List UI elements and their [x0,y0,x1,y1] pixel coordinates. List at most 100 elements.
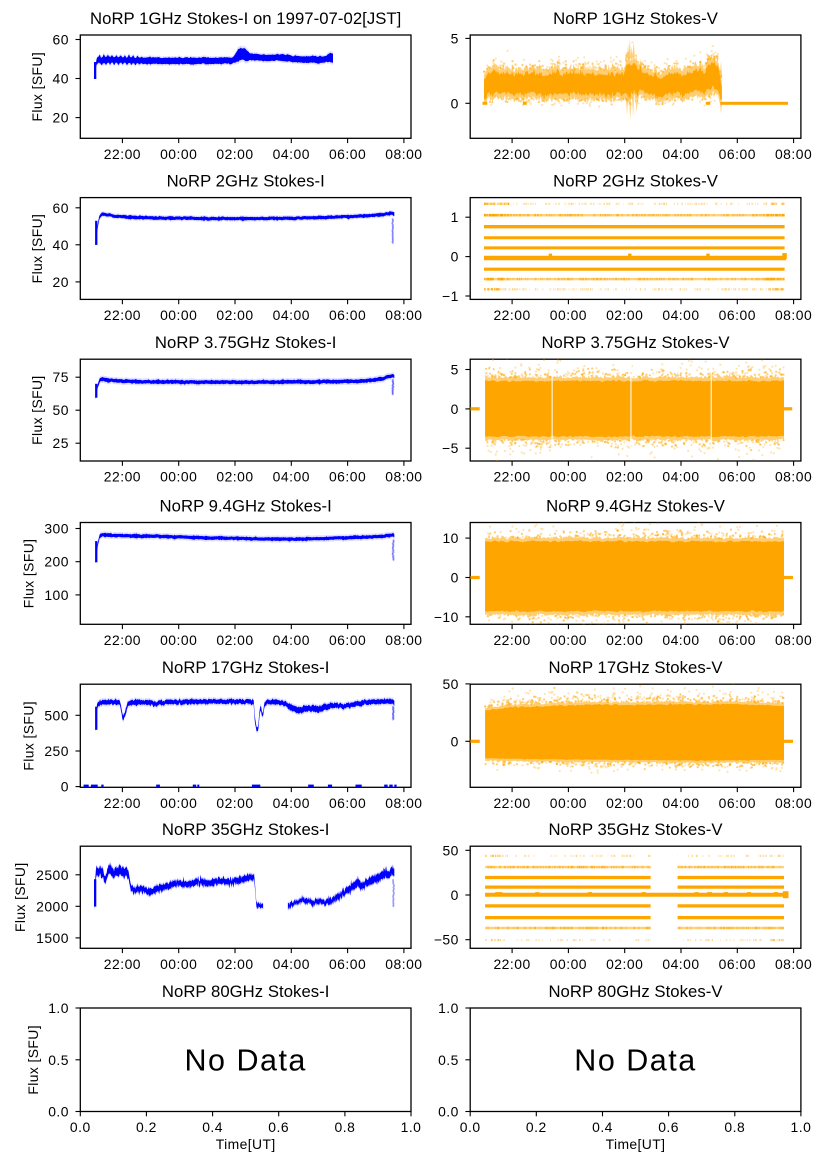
svg-text:NoRP 2GHz Stokes-I: NoRP 2GHz Stokes-I [167,171,325,190]
svg-text:04:00: 04:00 [662,307,699,323]
svg-text:0: 0 [451,249,459,265]
svg-text:08:00: 08:00 [385,469,422,485]
svg-text:00:00: 00:00 [160,956,197,972]
svg-text:06:00: 06:00 [329,146,366,162]
svg-text:1500: 1500 [36,930,69,946]
svg-text:60: 60 [53,200,69,216]
svg-text:Time[UT]: Time[UT] [216,1136,276,1152]
svg-text:02:00: 02:00 [216,146,253,162]
svg-text:Flux [SFU]: Flux [SFU] [29,52,45,122]
svg-text:5: 5 [451,30,459,46]
svg-text:04:00: 04:00 [273,795,310,811]
svg-text:00:00: 00:00 [160,632,197,648]
svg-text:40: 40 [53,71,69,87]
svg-text:Flux [SFU]: Flux [SFU] [21,539,37,609]
svg-text:0: 0 [451,733,459,749]
svg-text:2000: 2000 [36,898,69,914]
svg-text:08:00: 08:00 [385,146,422,162]
svg-text:22:00: 22:00 [493,146,530,162]
svg-text:NoRP 2GHz Stokes-V: NoRP 2GHz Stokes-V [553,171,719,190]
svg-text:06:00: 06:00 [719,307,756,323]
svg-text:Flux [SFU]: Flux [SFU] [29,214,45,284]
svg-text:0.4: 0.4 [592,1119,613,1135]
svg-text:NoRP 17GHz Stokes-V: NoRP 17GHz Stokes-V [548,658,723,677]
svg-text:1.0: 1.0 [438,1000,459,1016]
svg-text:20: 20 [53,110,69,126]
svg-text:22:00: 22:00 [104,632,141,648]
svg-text:06:00: 06:00 [329,469,366,485]
svg-text:06:00: 06:00 [329,632,366,648]
svg-text:−1: −1 [442,288,459,304]
svg-text:1: 1 [451,209,459,225]
svg-text:06:00: 06:00 [719,795,756,811]
svg-text:02:00: 02:00 [606,795,643,811]
svg-text:NoRP 80GHz Stokes-I: NoRP 80GHz Stokes-I [162,982,330,1001]
svg-text:22:00: 22:00 [493,795,530,811]
svg-text:Flux [SFU]: Flux [SFU] [21,701,37,771]
svg-text:06:00: 06:00 [719,632,756,648]
svg-text:00:00: 00:00 [160,795,197,811]
svg-text:500: 500 [44,707,69,723]
svg-text:25: 25 [53,435,69,451]
svg-text:02:00: 02:00 [606,632,643,648]
svg-text:22:00: 22:00 [493,956,530,972]
svg-text:04:00: 04:00 [662,632,699,648]
svg-text:0.4: 0.4 [202,1119,223,1135]
svg-text:04:00: 04:00 [273,307,310,323]
svg-text:04:00: 04:00 [273,469,310,485]
svg-text:00:00: 00:00 [160,469,197,485]
svg-text:00:00: 00:00 [550,632,587,648]
svg-text:04:00: 04:00 [662,795,699,811]
svg-text:250: 250 [44,743,69,759]
svg-text:0: 0 [451,401,459,417]
svg-text:NoRP 9.4GHz Stokes-V: NoRP 9.4GHz Stokes-V [546,496,726,515]
svg-text:0.5: 0.5 [48,1052,69,1068]
svg-text:Flux [SFU]: Flux [SFU] [29,375,45,445]
svg-text:75: 75 [53,369,69,385]
svg-text:06:00: 06:00 [329,956,366,972]
svg-text:Flux [SFU]: Flux [SFU] [25,1025,41,1095]
svg-text:50: 50 [442,842,458,858]
svg-text:NoRP 9.4GHz Stokes-I: NoRP 9.4GHz Stokes-I [160,496,332,515]
svg-text:50: 50 [442,676,458,692]
svg-text:Flux [SFU]: Flux [SFU] [12,862,28,932]
svg-text:−5: −5 [442,440,459,456]
svg-text:5: 5 [451,362,459,378]
svg-text:No Data: No Data [574,1043,696,1077]
svg-text:22:00: 22:00 [104,956,141,972]
svg-text:08:00: 08:00 [775,146,812,162]
svg-text:06:00: 06:00 [719,146,756,162]
svg-text:00:00: 00:00 [550,469,587,485]
svg-text:40: 40 [53,237,69,253]
svg-text:0: 0 [451,887,459,903]
svg-text:0.0: 0.0 [70,1119,91,1135]
svg-text:0.5: 0.5 [438,1052,459,1068]
svg-text:NoRP 1GHz Stokes-I on 1997-07-: NoRP 1GHz Stokes-I on 1997-07-02[JST] [90,9,401,28]
svg-text:00:00: 00:00 [550,146,587,162]
svg-text:0: 0 [451,570,459,586]
svg-text:−50: −50 [434,932,459,948]
svg-text:Time[UT]: Time[UT] [606,1136,666,1152]
svg-text:02:00: 02:00 [216,632,253,648]
svg-text:00:00: 00:00 [160,307,197,323]
svg-text:02:00: 02:00 [216,307,253,323]
svg-text:NoRP 35GHz Stokes-V: NoRP 35GHz Stokes-V [548,820,723,839]
svg-text:00:00: 00:00 [160,146,197,162]
svg-text:NoRP 35GHz Stokes-I: NoRP 35GHz Stokes-I [162,820,330,839]
svg-text:0.6: 0.6 [268,1119,289,1135]
svg-text:00:00: 00:00 [550,307,587,323]
svg-text:1.0: 1.0 [48,1000,69,1016]
svg-text:04:00: 04:00 [273,632,310,648]
svg-text:22:00: 22:00 [493,307,530,323]
svg-text:0.0: 0.0 [460,1119,481,1135]
svg-text:0.8: 0.8 [724,1119,745,1135]
svg-text:04:00: 04:00 [662,146,699,162]
svg-text:02:00: 02:00 [216,795,253,811]
svg-text:08:00: 08:00 [385,956,422,972]
svg-text:22:00: 22:00 [104,146,141,162]
svg-text:100: 100 [44,587,69,603]
svg-text:08:00: 08:00 [775,795,812,811]
svg-text:0.8: 0.8 [334,1119,355,1135]
svg-text:0.6: 0.6 [658,1119,679,1135]
svg-text:02:00: 02:00 [606,307,643,323]
